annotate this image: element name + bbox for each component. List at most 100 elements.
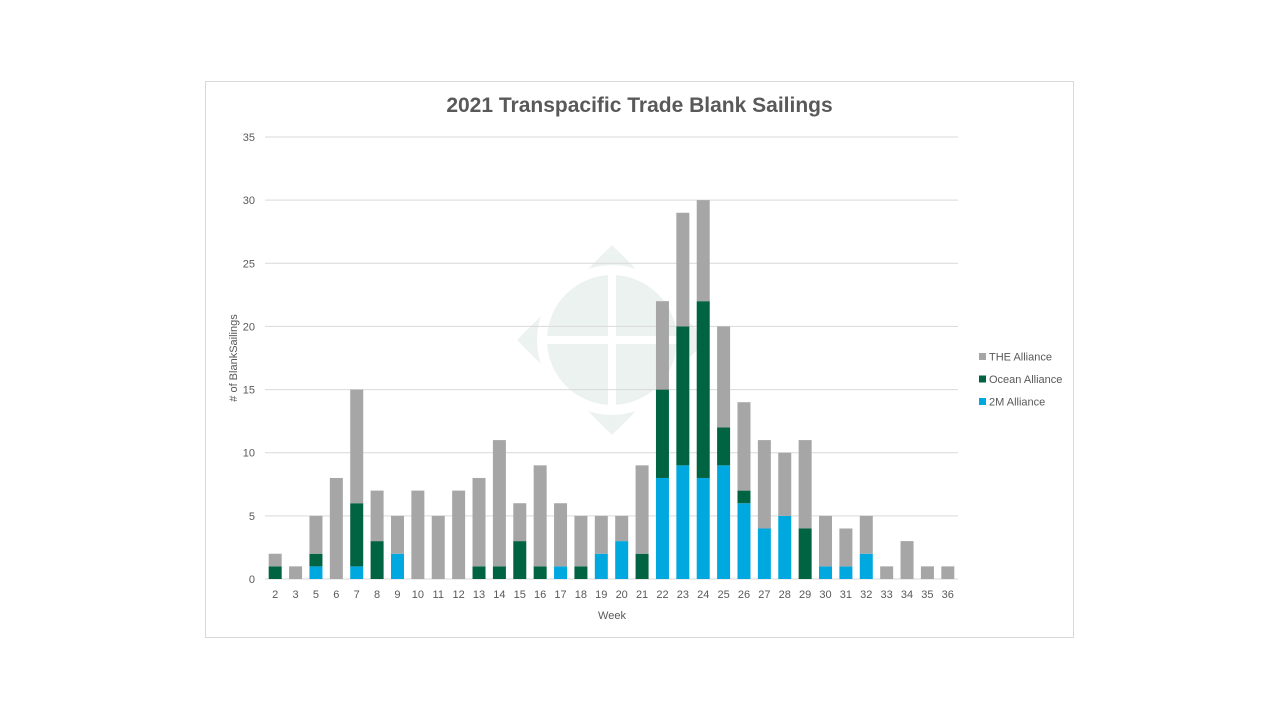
bar-2m-alliance — [819, 566, 833, 579]
legend-entry: 2M Alliance — [989, 397, 1045, 409]
bar-ocean-alliance — [309, 553, 323, 567]
bar-ocean-alliance — [370, 541, 384, 579]
bar-ocean-alliance — [268, 566, 282, 579]
bar-ocean-alliance — [492, 566, 506, 579]
bar-ocean-alliance — [472, 566, 486, 579]
y-tick-label: 30 — [243, 195, 255, 207]
x-tick-label: 11 — [433, 589, 444, 601]
x-tick-label: 19 — [595, 589, 607, 601]
bar-the-alliance — [574, 515, 588, 567]
x-tick-label: 32 — [860, 589, 872, 601]
bar-the-alliance — [839, 528, 853, 567]
legend-swatch — [979, 398, 986, 405]
bar-2m-alliance — [737, 503, 751, 579]
x-tick-label: 18 — [575, 589, 587, 601]
bar-the-alliance — [513, 503, 527, 542]
y-tick-label: 25 — [243, 258, 255, 270]
bar-ocean-alliance — [350, 503, 364, 567]
x-tick-label: 14 — [493, 589, 505, 601]
bar-the-alliance — [880, 566, 894, 579]
bar-the-alliance — [920, 566, 934, 579]
x-tick-label: 29 — [799, 589, 811, 601]
x-tick-label: 5 — [313, 589, 319, 601]
bar-the-alliance — [798, 440, 812, 529]
bar-2m-alliance — [655, 477, 669, 579]
bar-2m-alliance — [676, 465, 690, 579]
bar-ocean-alliance — [737, 490, 751, 504]
legend-swatch — [979, 375, 986, 383]
y-tick-label: 0 — [249, 574, 255, 586]
x-tick-label: 6 — [333, 589, 339, 601]
bar-the-alliance — [472, 477, 486, 567]
bar-2m-alliance — [778, 515, 792, 579]
x-tick-label: 13 — [473, 589, 485, 601]
bar-the-alliance — [778, 452, 792, 516]
x-tick-label: 2 — [272, 589, 278, 601]
bar-2m-alliance — [309, 566, 323, 579]
bar-ocean-alliance — [533, 566, 547, 579]
bar-the-alliance — [676, 212, 690, 327]
bar-the-alliance — [492, 440, 506, 567]
y-tick-label: 15 — [243, 385, 255, 397]
y-tick-label: 20 — [243, 321, 255, 333]
bar-the-alliance — [533, 465, 547, 567]
y-tick-label: 10 — [243, 448, 255, 460]
x-tick-label: 10 — [412, 589, 424, 601]
bar-the-alliance — [757, 440, 771, 529]
x-tick-label: 33 — [881, 589, 893, 601]
bar-the-alliance — [370, 490, 384, 542]
x-tick-label: 21 — [636, 589, 648, 601]
bar-2m-alliance — [350, 566, 364, 579]
x-tick-label: 34 — [901, 589, 913, 601]
legend-entry: THE Alliance — [989, 352, 1052, 364]
bar-2m-alliance — [859, 553, 873, 579]
y-tick-label: 5 — [249, 511, 255, 523]
legend-entry: Ocean Alliance — [989, 374, 1062, 386]
bar-ocean-alliance — [655, 389, 669, 478]
bar-ocean-alliance — [798, 528, 812, 579]
x-tick-label: 15 — [514, 589, 526, 601]
bar-2m-alliance — [594, 553, 608, 579]
bar-the-alliance — [268, 553, 282, 567]
bar-the-alliance — [859, 515, 873, 554]
x-tick-label: 30 — [819, 589, 831, 601]
x-tick-label: 25 — [717, 589, 729, 601]
bar-2m-alliance — [839, 566, 853, 579]
bar-2m-alliance — [757, 528, 771, 579]
bar-2m-alliance — [615, 541, 629, 579]
x-tick-label: 28 — [779, 589, 791, 601]
chart-title: 2021 Transpacific Trade Blank Sailings — [446, 94, 833, 117]
x-tick-label: 31 — [840, 589, 852, 601]
bar-the-alliance — [289, 566, 303, 579]
x-tick-label: 20 — [616, 589, 628, 601]
bar-ocean-alliance — [635, 553, 649, 579]
bar-the-alliance — [717, 326, 731, 428]
x-tick-label: 26 — [738, 589, 750, 601]
x-tick-label: 23 — [677, 589, 689, 601]
bar-the-alliance — [737, 402, 751, 491]
bar-the-alliance — [819, 515, 833, 567]
x-tick-label: 36 — [942, 589, 954, 601]
bar-the-alliance — [411, 490, 425, 579]
x-tick-label: 17 — [554, 589, 566, 601]
x-tick-label: 9 — [394, 589, 400, 601]
bar-2m-alliance — [554, 566, 568, 579]
legend-swatch — [979, 353, 986, 360]
bar-ocean-alliance — [717, 427, 731, 466]
bar-the-alliance — [390, 515, 404, 554]
bar-the-alliance — [431, 515, 445, 579]
bar-the-alliance — [900, 541, 914, 579]
x-tick-label: 22 — [656, 589, 668, 601]
x-tick-label: 3 — [293, 589, 299, 601]
y-tick-label: 35 — [243, 132, 255, 144]
x-tick-label: 24 — [697, 589, 709, 601]
x-tick-label: 12 — [453, 589, 465, 601]
x-tick-label: 8 — [374, 589, 380, 601]
bar-ocean-alliance — [696, 301, 710, 478]
bar-2m-alliance — [390, 553, 404, 579]
y-axis-label: # of BlankSailings — [228, 314, 240, 402]
bar-the-alliance — [635, 465, 649, 554]
bar-ocean-alliance — [676, 326, 690, 466]
bar-the-alliance — [696, 200, 710, 302]
